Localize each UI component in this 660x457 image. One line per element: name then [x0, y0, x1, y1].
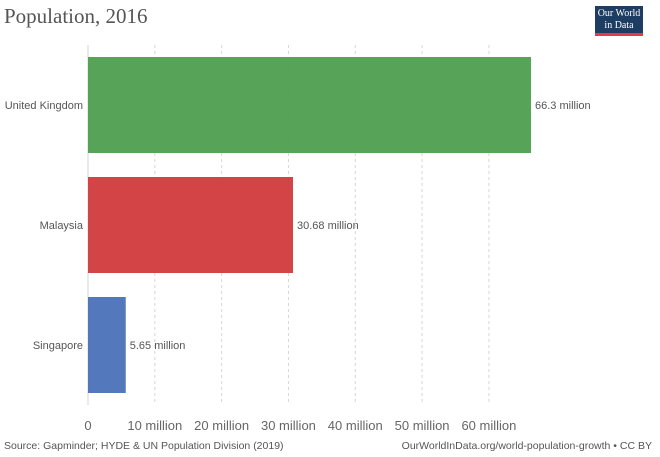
value-label: 66.3 million: [535, 100, 591, 112]
x-tick-label: 30 million: [261, 418, 316, 433]
category-label: Singapore: [33, 340, 83, 352]
category-label: Malaysia: [40, 220, 84, 232]
value-label: 30.68 million: [297, 220, 359, 232]
x-axis-ticks: 0 10 million 20 million 30 million 40 millio…: [84, 418, 516, 433]
x-tick-label: 20 million: [194, 418, 249, 433]
category-label: United Kingdom: [5, 100, 83, 112]
logo-line-2: in Data: [604, 20, 634, 31]
category-labels: United Kingdom Malaysia Singapore: [5, 100, 84, 352]
bar-united-kingdom[interactable]: [88, 57, 531, 153]
bars: [88, 57, 531, 393]
x-tick-label: 10 million: [127, 418, 182, 433]
owid-logo[interactable]: Our World in Data: [595, 6, 643, 36]
x-tick-label: 40 million: [328, 418, 383, 433]
source-note[interactable]: Source: Gapminder; HYDE & UN Population …: [4, 440, 284, 452]
bar-singapore[interactable]: [88, 297, 126, 393]
x-tick-label: 0: [84, 418, 91, 433]
value-labels: 66.3 million 30.68 million 5.65 million: [130, 100, 591, 352]
bar-malaysia[interactable]: [88, 177, 293, 273]
logo-line-1: Our World: [597, 8, 641, 19]
bar-chart: United Kingdom Malaysia Singapore 66.3 mil…: [5, 45, 591, 433]
source-url[interactable]: OurWorldInData.org/world-population-grow…: [401, 440, 652, 452]
x-tick-label: 50 million: [395, 418, 450, 433]
chart-title: Population, 2016: [4, 4, 148, 28]
x-tick-label: 60 million: [461, 418, 516, 433]
value-label: 5.65 million: [130, 340, 186, 352]
